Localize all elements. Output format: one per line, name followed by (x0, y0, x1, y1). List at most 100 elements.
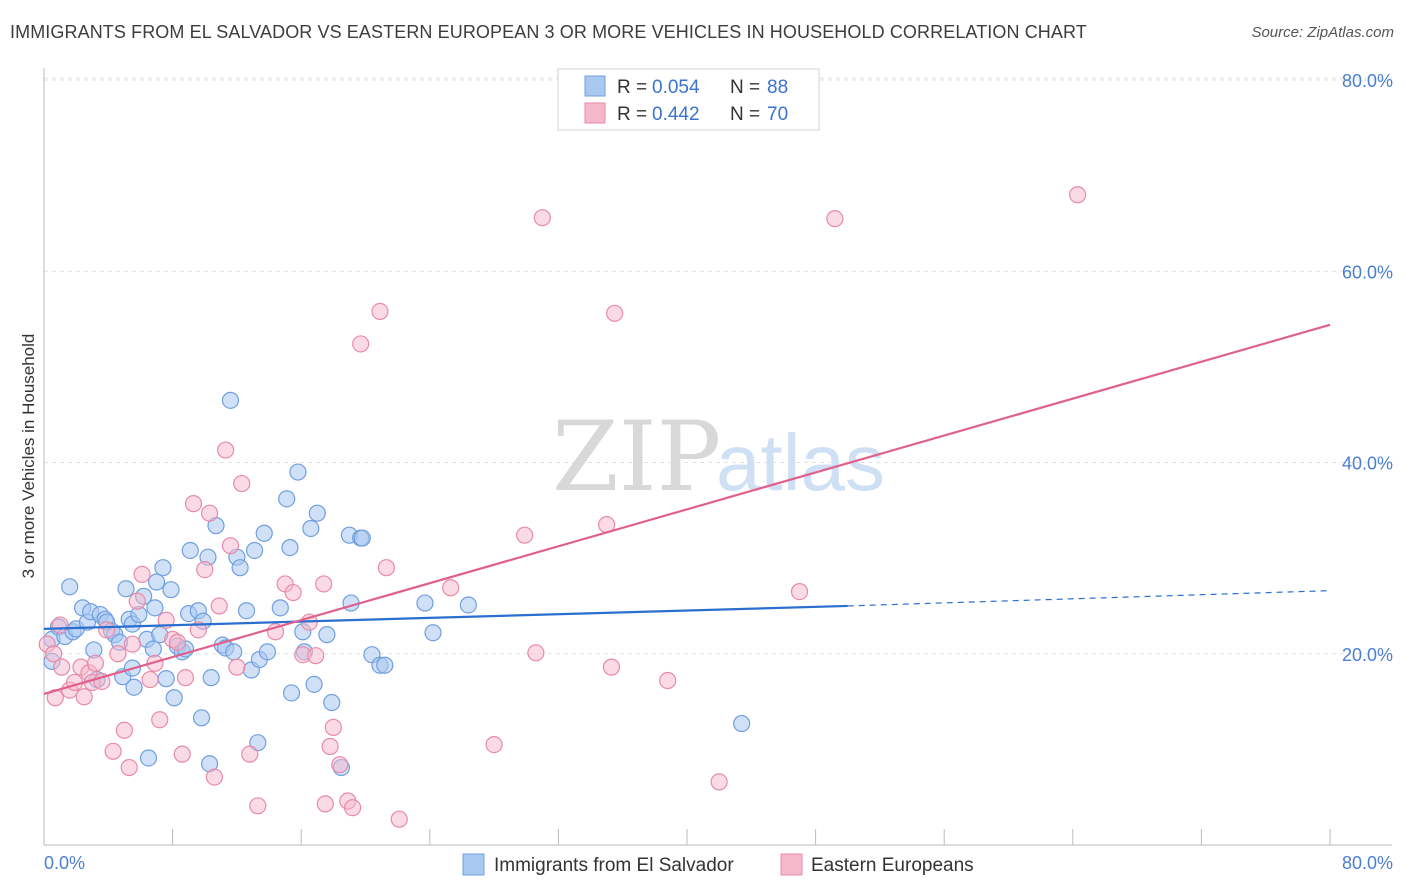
data-point-el-salvador (353, 529, 371, 547)
data-point-eastern-european (659, 671, 677, 690)
series-eastern-european-points (38, 186, 1087, 828)
x-tick-labels: 0.0% 80.0% (44, 853, 1393, 873)
data-point-el-salvador (147, 573, 166, 591)
data-point-el-salvador (323, 693, 341, 712)
data-point-el-salvador (144, 640, 162, 658)
data-point-eastern-european (98, 621, 116, 639)
data-point-el-salvador (245, 541, 264, 560)
data-point-eastern-european (331, 756, 349, 774)
trend-line-eastern-european (43, 323, 1331, 695)
series-legend: Immigrants from El Salvador Eastern Euro… (462, 853, 974, 876)
legend-r-value-1: 0.054 (652, 77, 700, 98)
data-point-el-salvador (308, 504, 326, 522)
trend-lines (43, 323, 1331, 695)
data-point-eastern-european (307, 647, 325, 665)
y-tick-label: 20.0% (1342, 645, 1393, 665)
data-point-eastern-european (371, 302, 389, 321)
data-point-eastern-european (196, 560, 214, 579)
data-point-eastern-european (233, 474, 251, 493)
data-point-eastern-european (115, 721, 133, 739)
y-axis-label: 3 or more Vehicles in Household (19, 334, 38, 579)
data-point-eastern-european (315, 575, 333, 593)
data-point-eastern-european (51, 616, 69, 634)
data-point-eastern-european (606, 304, 624, 322)
data-point-el-salvador (278, 490, 296, 508)
data-point-el-salvador (282, 684, 301, 702)
y-tick-labels: 20.0% 40.0% 60.0% 80.0% (1342, 71, 1393, 665)
y-tick-label: 40.0% (1342, 454, 1393, 474)
legend-n-value-2: 70 (767, 104, 788, 125)
data-point-el-salvador (117, 580, 135, 598)
legend-r-label-2: R = (617, 104, 647, 125)
trend-line-el-salvador-extension (847, 590, 1331, 607)
data-point-eastern-european (200, 504, 219, 522)
data-point-eastern-european (710, 773, 728, 791)
data-point-eastern-european (352, 335, 370, 353)
legend-swatch-pink (584, 102, 606, 124)
data-point-el-salvador (733, 714, 751, 733)
source-credit: Source: ZipAtlas.com (1251, 24, 1394, 41)
data-point-eastern-european (53, 658, 71, 676)
data-point-eastern-european (123, 635, 142, 653)
data-point-eastern-european (109, 645, 127, 663)
data-point-el-salvador (162, 581, 180, 599)
data-point-eastern-european (173, 745, 191, 763)
data-point-eastern-european (217, 441, 235, 459)
data-point-eastern-european (602, 658, 621, 676)
data-point-el-salvador (255, 524, 273, 542)
data-point-el-salvador (225, 643, 243, 661)
data-point-eastern-european (104, 742, 122, 760)
data-point-eastern-european (86, 654, 105, 672)
correlation-legend: R = 0.054 N = 88 R = 0.442 N = 70 (557, 68, 820, 131)
data-point-el-salvador (154, 559, 172, 577)
data-point-eastern-european (128, 592, 146, 610)
legend-n-value-1: 88 (767, 77, 788, 98)
data-point-eastern-european (321, 737, 339, 756)
data-point-el-salvador (221, 391, 240, 409)
data-point-eastern-european (189, 621, 207, 639)
data-point-eastern-european (1069, 186, 1087, 204)
watermark: ZIP atlas (552, 401, 885, 513)
data-point-el-salvador (376, 656, 394, 674)
data-point-el-salvador (305, 675, 323, 693)
data-point-eastern-european (485, 735, 503, 754)
data-point-eastern-european (210, 597, 228, 615)
data-point-eastern-european (249, 797, 267, 815)
data-point-el-salvador (237, 602, 256, 620)
legend-swatch-blue (584, 75, 606, 97)
data-point-el-salvador (125, 678, 143, 696)
data-point-el-salvador (192, 709, 211, 727)
data-point-el-salvador (271, 599, 289, 617)
data-point-eastern-european (168, 633, 187, 651)
data-point-eastern-european (442, 579, 460, 597)
data-point-el-salvador (318, 626, 336, 644)
data-point-el-salvador (146, 599, 164, 617)
data-point-el-salvador (181, 541, 199, 560)
data-point-eastern-european (221, 537, 240, 555)
trend-line-el-salvador (43, 604, 848, 630)
data-point-eastern-european (45, 645, 63, 663)
legend-n-label-1: N = (730, 77, 760, 98)
data-point-eastern-european (527, 644, 545, 662)
data-point-eastern-european (151, 711, 169, 729)
data-point-el-salvador (424, 624, 442, 642)
data-point-eastern-european (120, 758, 138, 777)
axes (43, 68, 1392, 846)
data-point-eastern-european (284, 583, 302, 602)
data-point-el-salvador (139, 749, 158, 767)
chart-title: IMMIGRANTS FROM EL SALVADOR VS EASTERN E… (10, 22, 1087, 42)
data-point-eastern-european (133, 565, 151, 583)
data-point-eastern-european (228, 658, 246, 676)
x-tick-label: 0.0% (44, 853, 85, 873)
data-point-eastern-european (176, 669, 195, 687)
data-point-el-salvador (202, 669, 220, 687)
data-point-eastern-european (205, 768, 223, 786)
data-point-el-salvador (281, 539, 299, 557)
legend-r-label-1: R = (617, 77, 647, 98)
data-point-eastern-european (516, 526, 534, 544)
series-legend-swatch-pink (780, 853, 803, 876)
data-point-eastern-european (533, 209, 551, 227)
data-point-eastern-european (184, 495, 203, 513)
data-point-el-salvador (231, 559, 249, 577)
